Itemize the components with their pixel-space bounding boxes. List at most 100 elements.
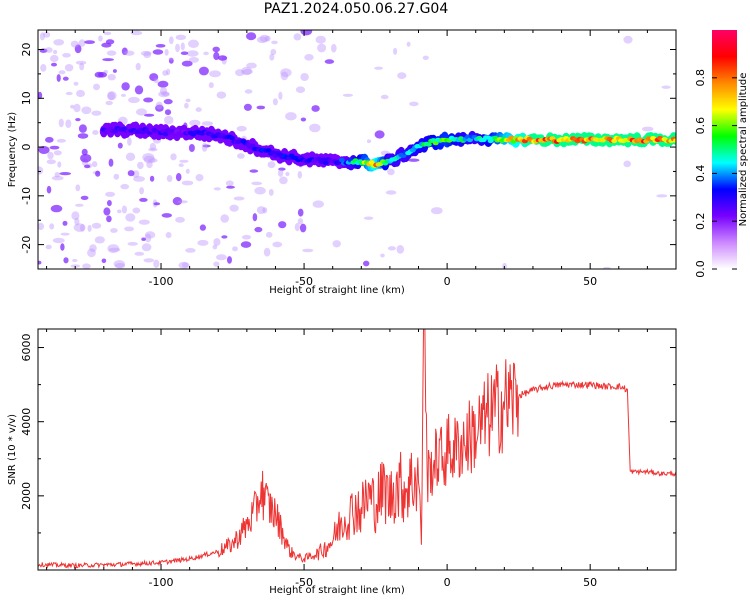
spectrogram-noise-blob bbox=[143, 51, 152, 59]
spectrogram-noise-blob bbox=[52, 237, 65, 244]
spectrogram-noise-blob bbox=[256, 105, 266, 110]
spectrogram-noise-blob bbox=[63, 257, 69, 264]
spectrogram-noise-blob bbox=[363, 216, 374, 220]
spectrogram-noise-blob bbox=[201, 121, 214, 126]
spectrogram-noise-blob bbox=[297, 208, 304, 217]
spectrogram-noise-blob bbox=[180, 42, 185, 51]
spectrogram-noise-blob bbox=[182, 262, 189, 268]
spectrogram-noise-blob bbox=[80, 153, 92, 163]
spectrogram-noise-blob bbox=[113, 173, 120, 180]
spectrogram-noise-blob bbox=[216, 254, 227, 261]
spectrogram-noise-blob bbox=[155, 44, 166, 48]
spectrogram-noise-blob bbox=[198, 66, 209, 76]
spectrogram-noise-blob bbox=[160, 86, 167, 96]
spectrogram-noise-blob bbox=[127, 137, 132, 146]
spectrogram-noise-blob bbox=[180, 51, 189, 55]
spectrogram-noise-blob bbox=[70, 40, 79, 48]
spectrogram-noise-blob bbox=[94, 71, 104, 78]
spectrogram-noise-blob bbox=[212, 244, 218, 250]
spectrogram-noise-blob bbox=[52, 49, 58, 55]
spectrogram-noise-blob bbox=[188, 39, 199, 48]
spectrogram-noise-blob bbox=[278, 91, 283, 100]
spectrogram-noise-blob bbox=[87, 224, 92, 232]
spectrogram-noise-blob bbox=[161, 91, 170, 97]
spectrogram-noise-blob bbox=[163, 98, 173, 105]
spectrogram-noise-blob bbox=[105, 191, 116, 197]
spectrogram-noise-blob bbox=[299, 223, 307, 233]
spectrogram-ridge-core bbox=[322, 160, 329, 166]
spectrogram-noise-blob bbox=[121, 47, 128, 56]
spectrogram-noise-blob bbox=[185, 168, 190, 174]
spectrogram-noise-blob bbox=[73, 223, 86, 232]
spectrogram-noise-blob bbox=[91, 222, 102, 229]
spectrogram-noise-blob bbox=[143, 97, 154, 103]
spectrogram-noise-blob bbox=[92, 130, 99, 135]
spectrogram-noise-blob bbox=[95, 170, 101, 177]
spectrogram-noise-blob bbox=[141, 237, 146, 241]
spectrogram-noise-blob bbox=[137, 161, 144, 170]
spectrogram-noise-blob bbox=[623, 35, 633, 44]
spectrogram-noise-blob bbox=[157, 80, 169, 88]
spectrogram-noise-blob bbox=[254, 226, 263, 233]
spectrogram-noise-blob bbox=[82, 263, 91, 269]
spectrogram-noise-blob bbox=[623, 160, 631, 168]
spectrogram-ridge-core bbox=[508, 135, 515, 141]
spectrogram-noise-blob bbox=[142, 153, 155, 162]
spectrogram-noise-blob bbox=[302, 248, 314, 253]
spectrogram-noise-blob bbox=[246, 32, 257, 41]
spectrogram-noise-blob bbox=[178, 261, 190, 269]
spectrogram-noise-blob bbox=[181, 180, 194, 186]
spectrogram-noise-blob bbox=[422, 55, 429, 60]
snr-frame bbox=[37, 328, 677, 571]
spectrogram-noise-blob bbox=[209, 70, 221, 78]
spectrogram-noise-blob bbox=[38, 260, 42, 265]
spectrogram-noise-blob bbox=[300, 73, 309, 81]
spectrogram-noise-blob bbox=[311, 105, 320, 112]
spectrogram-noise-blob bbox=[177, 200, 188, 204]
spectrogram-noise-blob bbox=[105, 100, 113, 106]
spectrogram-noise-blob bbox=[89, 244, 97, 253]
snr-y-axis-label: SNR (10 * v/v) bbox=[7, 414, 18, 485]
spectrogram-noise-blob bbox=[60, 232, 70, 236]
spectrogram-noise-blob bbox=[91, 110, 102, 116]
spectrogram-noise-blob bbox=[40, 64, 47, 72]
spectrogram-ytick-label: 0 bbox=[20, 144, 33, 151]
spectrogram-noise-blob bbox=[153, 202, 161, 206]
spectrogram-noise-blob bbox=[195, 174, 204, 182]
spectrogram-noise-blob bbox=[148, 147, 158, 152]
spectrogram-noise-blob bbox=[270, 49, 277, 56]
spectrogram-noise-blob bbox=[166, 68, 171, 76]
spectrogram-noise-blob bbox=[45, 136, 54, 143]
spectrogram-noise-blob bbox=[387, 246, 396, 251]
spectrogram-noise-blob bbox=[374, 66, 383, 70]
spectrogram-noise-blob bbox=[114, 263, 126, 269]
spectrogram-noise-blob bbox=[380, 94, 389, 100]
spectrogram-noise-blob bbox=[294, 223, 300, 232]
spectrogram-noise-blob bbox=[641, 126, 654, 132]
spectrogram-noise-blob bbox=[130, 30, 143, 36]
spectrogram-noise-blob bbox=[208, 82, 214, 89]
spectrogram-noise-blob bbox=[38, 222, 44, 230]
spectrogram-noise-blob bbox=[155, 101, 163, 110]
spectrogram-noise-blob bbox=[178, 163, 184, 168]
spectrogram-noise-blob bbox=[134, 251, 145, 256]
spectrogram-noise-blob bbox=[81, 148, 88, 156]
spectrogram-noise-blob bbox=[656, 194, 668, 198]
spectrogram-noise-blob bbox=[70, 104, 75, 109]
spectrogram-noise-blob bbox=[117, 142, 123, 149]
spectrogram-ridge-core bbox=[249, 143, 256, 148]
spectrogram-noise-blob bbox=[93, 83, 100, 91]
spectrogram-noise-blob bbox=[53, 150, 62, 156]
spectrogram-noise-blob bbox=[54, 172, 60, 178]
spectrogram-noise-blob bbox=[217, 55, 228, 61]
spectrogram-noise-blob bbox=[240, 241, 252, 248]
colorbar: 0.0 0.2 0.4 0.6 0.8 Normalized spectral ampl… bbox=[694, 30, 749, 278]
spectrogram-noise-blob bbox=[106, 50, 117, 56]
spectrogram-noise-blob bbox=[199, 224, 206, 231]
spectrogram-noise-blob bbox=[309, 123, 321, 133]
snr-ytick-label: 6000 bbox=[20, 334, 33, 362]
spectrogram-xtick-label: -100 bbox=[149, 275, 174, 288]
spectrogram-noise-blob bbox=[71, 211, 80, 221]
spectrogram-noise-blob bbox=[162, 70, 169, 76]
